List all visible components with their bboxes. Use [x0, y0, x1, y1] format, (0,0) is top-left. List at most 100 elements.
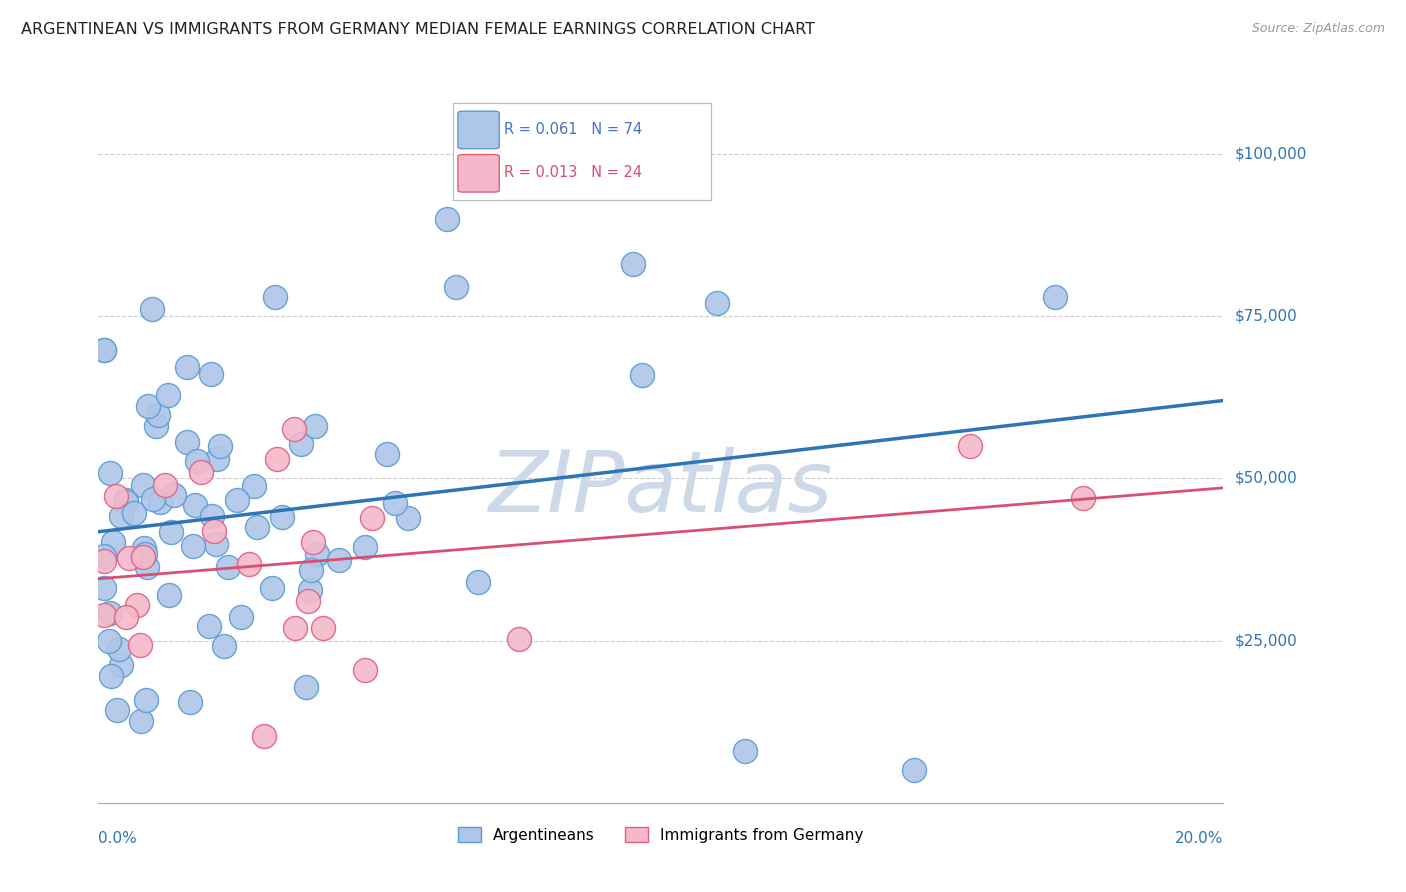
Point — [202, 524, 225, 538]
Point — [100, 669, 122, 683]
Point — [131, 478, 153, 492]
Point — [253, 729, 276, 743]
Point — [129, 714, 152, 728]
Point — [959, 439, 981, 453]
Point — [226, 493, 249, 508]
Point — [384, 496, 406, 510]
Point — [903, 764, 925, 778]
Point — [148, 408, 170, 422]
Point — [93, 343, 115, 357]
Point — [299, 563, 322, 577]
Point — [1071, 491, 1094, 505]
Point — [93, 608, 115, 623]
Point — [118, 551, 141, 566]
Point — [149, 495, 172, 509]
Point — [98, 606, 121, 620]
Point — [176, 359, 198, 374]
Point — [135, 693, 157, 707]
Point — [354, 663, 377, 677]
Point — [145, 419, 167, 434]
Point — [266, 451, 288, 466]
Point — [209, 440, 232, 454]
Point — [212, 640, 235, 654]
Point — [304, 418, 326, 433]
Point — [375, 447, 398, 461]
Point — [297, 594, 319, 608]
Point — [93, 553, 115, 567]
Point — [631, 368, 654, 383]
Point — [122, 506, 145, 520]
Point — [262, 581, 284, 595]
Point — [436, 211, 458, 226]
Point — [184, 498, 207, 512]
Point — [283, 422, 305, 436]
Point — [136, 560, 159, 574]
Point — [190, 465, 212, 479]
Point — [157, 587, 180, 601]
Point — [110, 658, 132, 673]
Point — [354, 540, 377, 554]
Point — [217, 559, 239, 574]
Point — [706, 296, 728, 310]
Text: ZIPatlas: ZIPatlas — [489, 447, 832, 531]
Point — [284, 621, 307, 635]
Point — [103, 535, 125, 549]
Point — [132, 541, 155, 555]
Point — [734, 744, 756, 758]
Point — [294, 680, 316, 694]
Point — [110, 508, 132, 523]
Point — [97, 633, 120, 648]
Point — [198, 619, 221, 633]
Point — [115, 495, 138, 509]
Text: 20.0%: 20.0% — [1175, 831, 1223, 847]
Text: $100,000: $100,000 — [1234, 146, 1306, 161]
Point — [93, 343, 115, 357]
Point — [621, 257, 644, 271]
Point — [238, 557, 260, 571]
Point — [176, 434, 198, 449]
Point — [508, 632, 530, 646]
Point — [312, 621, 335, 635]
Point — [163, 487, 186, 501]
Point — [271, 510, 294, 524]
Point — [125, 598, 148, 612]
Text: $25,000: $25,000 — [1234, 633, 1298, 648]
Point — [142, 491, 165, 506]
Point — [204, 537, 226, 551]
Point — [201, 508, 224, 523]
Point — [302, 534, 325, 549]
Point — [246, 520, 269, 534]
Point — [305, 548, 328, 562]
Point — [107, 641, 129, 656]
Point — [155, 478, 177, 492]
Point — [134, 547, 156, 561]
Point — [396, 510, 419, 524]
Point — [104, 489, 127, 503]
Point — [128, 638, 150, 652]
Point — [181, 539, 204, 553]
Text: $75,000: $75,000 — [1234, 309, 1298, 324]
Point — [93, 581, 115, 595]
Point — [179, 695, 201, 709]
Point — [93, 549, 115, 564]
Point — [299, 582, 322, 597]
Text: 0.0%: 0.0% — [98, 831, 138, 847]
Point — [1043, 290, 1066, 304]
Point — [200, 367, 222, 381]
Point — [264, 290, 287, 304]
Point — [231, 610, 253, 624]
Text: $50,000: $50,000 — [1234, 471, 1298, 486]
Text: Source: ZipAtlas.com: Source: ZipAtlas.com — [1251, 22, 1385, 36]
Point — [141, 302, 163, 317]
Point — [467, 574, 489, 589]
Point — [156, 388, 179, 402]
Point — [132, 549, 155, 564]
Point — [361, 511, 384, 525]
Point — [136, 399, 159, 413]
Point — [242, 479, 264, 493]
Point — [105, 703, 128, 717]
Point — [114, 493, 136, 508]
Point — [328, 552, 350, 566]
Text: ARGENTINEAN VS IMMIGRANTS FROM GERMANY MEDIAN FEMALE EARNINGS CORRELATION CHART: ARGENTINEAN VS IMMIGRANTS FROM GERMANY M… — [21, 22, 815, 37]
Point — [186, 453, 208, 467]
